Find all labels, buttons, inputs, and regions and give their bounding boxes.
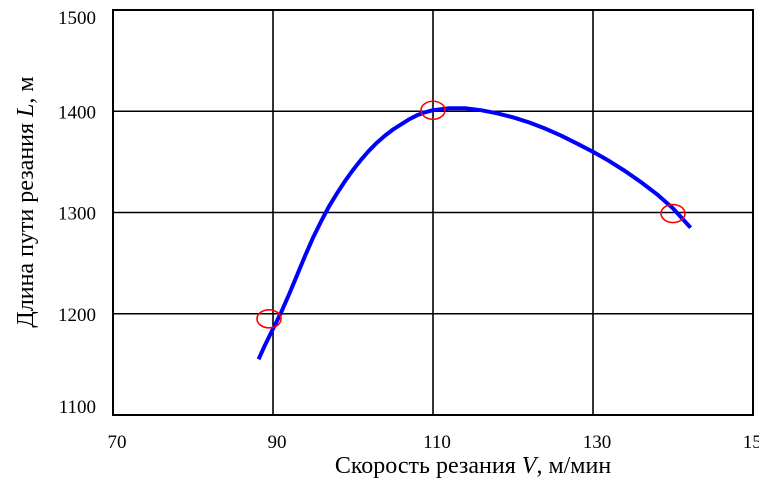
y-axis-title-variable: L	[13, 104, 39, 118]
x-axis-title-variable: V	[522, 453, 539, 478]
x-axis-title-unit: , м/мин	[536, 453, 611, 478]
marker-layer	[256, 100, 686, 329]
data-point-marker	[660, 203, 686, 224]
data-point-marker	[420, 100, 446, 121]
x-axis-title-prefix: Скорость резания	[335, 453, 522, 478]
y-tick-label: 1100	[59, 397, 96, 418]
y-tick-label: 1400	[58, 102, 96, 123]
x-tick-label: 130	[583, 432, 612, 453]
x-tick-label: 70	[108, 432, 127, 453]
x-tick-label: 110	[423, 432, 451, 453]
series-line	[256, 106, 693, 361]
y-tick-label: 1300	[58, 204, 96, 225]
data-point-marker	[256, 309, 282, 329]
y-axis-title: Длина пути резания L, м	[13, 76, 39, 327]
plot-frame	[112, 9, 754, 416]
y-tick-label: 1200	[58, 305, 96, 326]
series-layer	[256, 106, 693, 361]
y-axis-title-prefix: Длина пути резания	[13, 117, 39, 328]
y-axis-title-unit: , м	[13, 76, 39, 103]
y-tick-label: 1500	[58, 8, 96, 29]
tick-labels: 70 90 110 130 150 1100 1200 1300 1400 1500	[58, 8, 759, 453]
x-tick-label: 90	[268, 432, 287, 453]
x-tick-label: 150	[743, 432, 759, 453]
x-axis-title: Скорость резания V, м/мин	[335, 453, 611, 478]
